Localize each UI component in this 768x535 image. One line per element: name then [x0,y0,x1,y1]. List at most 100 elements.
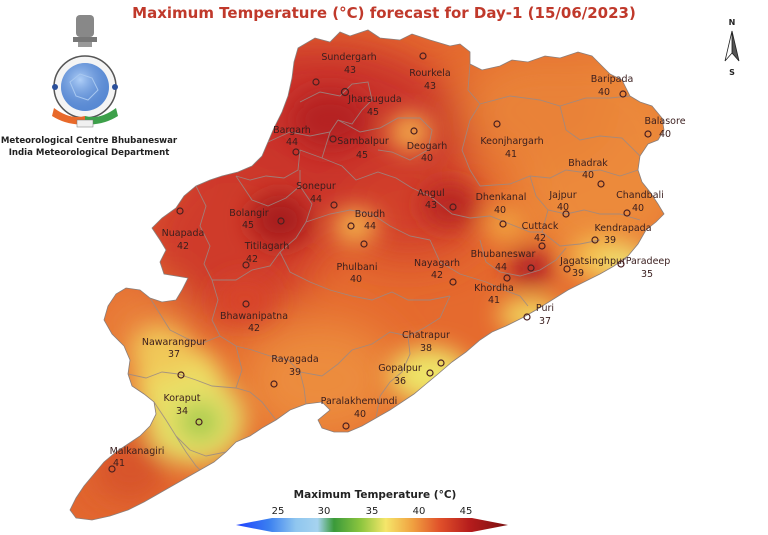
station-bhadrak[interactable]: Bhadrak 40 [568,158,608,188]
station-nayagarh[interactable]: Nayagarh 42 [414,258,460,286]
station-angul[interactable]: Angul 43 [417,188,457,211]
station-name: Paradeep [626,256,671,267]
imd-emblem-logo [52,15,118,128]
station-name: Boudh [355,209,385,220]
station-value: 40 [421,153,433,164]
station-khordha[interactable]: Khordha 41 [474,274,514,306]
legend-title: Maximum Temperature (°C) [293,489,457,501]
station-value: 44 [364,221,376,232]
north-arrow-icon [724,30,740,62]
station-kendrapada[interactable]: Kendrapada 39 [591,223,652,246]
station-value: 42 [431,270,443,281]
district-boundaries [127,63,641,471]
station-sonepur[interactable]: Sonepur 44 [296,181,338,209]
station-value: 39 [289,367,301,378]
station-value: 45 [242,220,254,231]
station-name: Sundergarh [321,52,376,63]
station-puri[interactable]: Puri 37 [523,303,554,327]
station-dhenkanal[interactable]: Dhenkanal 40 [476,192,527,228]
station-chandbali[interactable]: Chandbali 40 [616,190,664,217]
station-value: 40 [350,274,362,285]
station-value: 40 [582,170,594,181]
station-gopalpur[interactable]: Gopalpur 36 [378,363,434,387]
station-name: Cuttack [522,221,559,232]
station-name: Paralakhemundi [321,396,398,407]
station-value: 41 [505,149,517,160]
station-value: 37 [168,349,180,360]
station-value: 39 [604,235,616,246]
station-sambalpur[interactable]: Sambalpur 45 [329,135,389,161]
station-value: 43 [425,200,437,211]
station-value: 35 [641,269,653,280]
station-titilagarh[interactable]: Titilagarh 42 [242,241,290,269]
station-value: 41 [488,295,500,306]
station-name: Jharsuguda [347,94,401,105]
station-name: Puri [536,303,554,314]
station-bhawanipatna[interactable]: Bhawanipatna 42 [220,300,288,334]
station-rourkela[interactable]: Rourkela 43 [409,52,451,92]
legend-tick: 40 [412,506,426,517]
station-jharsuguda[interactable]: Jharsuguda 45 [340,87,402,119]
station-rayagada[interactable]: Rayagada 39 [270,354,319,388]
station-malkanagiri[interactable]: Malkanagiri 41 [108,446,164,473]
legend-tick: 35 [365,506,379,517]
station-name: Dhenkanal [476,192,527,203]
station-bhubaneswar[interactable]: Bhubaneswar 44 [471,249,536,273]
station-name: Phulbani [337,262,378,273]
station-value: 42 [246,254,258,265]
station-value: 40 [598,87,610,98]
station-value: 40 [632,203,644,214]
station-cuttack[interactable]: Cuttack 42 [522,221,559,250]
station-jajpur[interactable]: Jajpur 40 [548,190,577,218]
legend-ticks: 25 30 35 40 45 [230,506,520,518]
station-name: Jajpur [548,190,576,201]
station-koraput[interactable]: Koraput 34 [163,393,203,426]
legend-tick: 45 [459,506,473,517]
legend-tick: 30 [317,506,331,517]
station-name: Rourkela [409,68,450,79]
station-sundergarh[interactable]: Sundergarh 43 [312,52,377,86]
station-keonjhargarh[interactable]: Keonjhargarh 41 [480,120,544,160]
station-value: 42 [177,241,189,252]
station-name: Bargarh [273,125,311,136]
station-nuapada[interactable]: Nuapada 42 [162,207,205,252]
station-jagatsinghpur[interactable]: Jagatsinghpur 39 [559,256,626,279]
station-name: Titilagarh [244,241,290,252]
station-value: 40 [354,409,366,420]
station-markers: Sundergarh 43 Rourkela 43 Jharsuguda 45 … [108,52,686,473]
station-value: 38 [420,343,432,354]
station-name: Balasore [644,116,685,127]
station-value: 37 [539,316,551,327]
org-line-2: India Meteorological Department [8,148,170,158]
station-value: 40 [659,129,671,140]
station-value: 42 [534,233,546,244]
station-value: 45 [356,150,368,161]
station-value: 43 [424,81,436,92]
station-value: 44 [310,194,322,205]
station-name: Bolangir [229,208,268,219]
station-paralakhemundi[interactable]: Paralakhemundi 40 [321,396,398,430]
station-name: Keonjhargarh [480,136,543,147]
station-value: 34 [176,406,188,417]
station-bolangir[interactable]: Bolangir 45 [229,208,285,231]
station-phulbani[interactable]: Phulbani 40 [337,240,378,285]
station-paradeep[interactable]: Paradeep 35 [617,256,671,280]
station-value: 40 [494,205,506,216]
station-chatrapur[interactable]: Chatrapur 38 [402,330,450,367]
station-name: Jagatsinghpur [559,256,626,267]
station-deogarh[interactable]: Deogarh 40 [407,127,448,164]
station-value: 45 [367,107,379,118]
station-bargarh[interactable]: Bargarh 44 [273,125,311,156]
station-name: Sonepur [296,181,336,192]
station-value: 41 [113,458,125,469]
station-value: 36 [394,376,406,387]
station-name: Rayagada [271,354,318,365]
legend-tick: 25 [271,506,285,517]
station-name: Sambalpur [337,136,389,147]
station-nawarangpur[interactable]: Nawarangpur 37 [142,337,206,379]
station-baripada[interactable]: Baripada 40 [591,74,634,98]
legend-colorbar [236,518,508,532]
station-balasore[interactable]: Balasore 40 [644,116,686,140]
station-boudh[interactable]: Boudh 44 [347,209,385,232]
